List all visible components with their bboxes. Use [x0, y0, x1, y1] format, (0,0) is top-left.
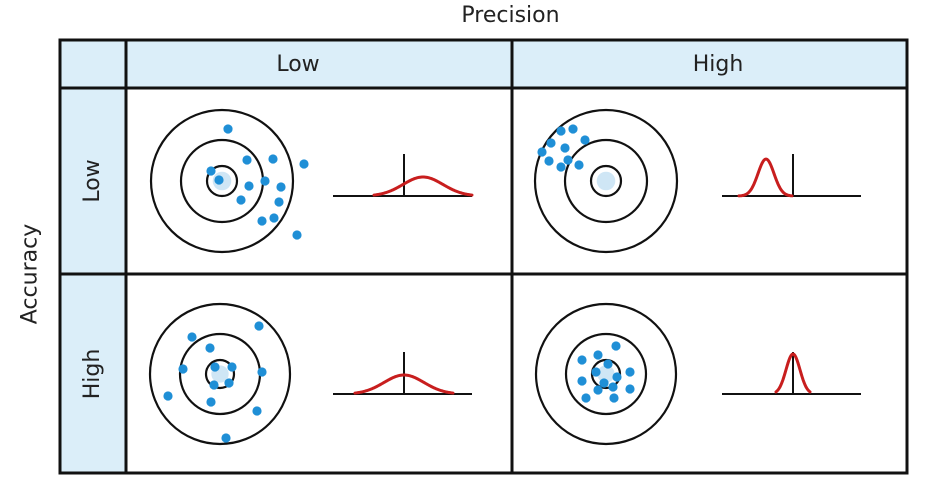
shot-dot — [580, 135, 590, 145]
shot-dot — [608, 382, 618, 392]
shot-dot — [260, 176, 270, 186]
target-inner-ring — [589, 164, 623, 198]
shot-dot — [242, 155, 252, 165]
shot-dot — [556, 126, 566, 136]
row-label-low: Low — [80, 159, 105, 202]
shot-dot — [577, 376, 587, 386]
target-outer-ring — [534, 302, 678, 446]
shot-dot — [187, 332, 197, 342]
shot-dot — [276, 182, 286, 192]
shot-dot — [257, 216, 267, 226]
shot-dot — [254, 321, 264, 331]
shot-dot — [563, 155, 573, 165]
shot-dot — [568, 124, 578, 134]
shot-dot — [206, 166, 216, 176]
shot-dot — [252, 406, 262, 416]
grid-lines — [58, 38, 909, 475]
shot-dot — [274, 197, 284, 207]
shot-dot — [611, 341, 621, 351]
cell-high-accuracy-high-precision — [534, 302, 861, 446]
shot-dot — [544, 156, 554, 166]
column-label-high: High — [693, 52, 744, 77]
row-header-high — [60, 274, 126, 473]
shot-dot — [223, 124, 233, 134]
target-inner-ring — [204, 358, 236, 390]
shot-dot — [537, 147, 547, 157]
column-header-low — [126, 40, 512, 88]
target-outer-ring — [149, 108, 295, 254]
distribution-curve — [737, 157, 794, 198]
target-inner-ring — [205, 164, 239, 198]
shot-dot — [609, 393, 619, 403]
shot-dot — [591, 367, 601, 377]
shot-dot — [257, 367, 267, 377]
shot-dot — [625, 384, 635, 394]
column-header-high — [512, 40, 907, 88]
shot-dot — [221, 433, 231, 443]
distribution-curve — [774, 352, 812, 394]
shot-dot — [224, 378, 234, 388]
shot-dot — [299, 159, 309, 169]
target-outer-ring — [148, 302, 292, 446]
cell-low-accuracy-high-precision — [533, 108, 861, 254]
shot-dot — [163, 391, 173, 401]
shot-dot — [205, 343, 215, 353]
target-bullseye — [596, 171, 616, 191]
distribution-curve — [372, 175, 474, 197]
shot-dot — [268, 154, 278, 164]
shot-dot — [574, 160, 584, 170]
shot-dot — [178, 364, 188, 374]
cell-high-accuracy-low-precision — [148, 302, 472, 446]
target-outer-ring — [533, 108, 679, 254]
shot-dot — [560, 143, 570, 153]
shot-dot — [269, 213, 279, 223]
shot-dot — [556, 162, 566, 172]
shot-dot — [612, 372, 622, 382]
target-middle-ring — [563, 138, 649, 224]
distribution-curve — [353, 373, 455, 395]
target-middle-ring — [564, 332, 648, 416]
shot-dot — [581, 393, 591, 403]
shot-dot — [577, 355, 587, 365]
shot-dot — [227, 362, 237, 372]
shot-dot — [546, 138, 556, 148]
column-label-low: Low — [276, 52, 319, 77]
shot-dot — [599, 378, 609, 388]
corner-cell — [60, 40, 126, 88]
row-header-low — [60, 88, 126, 274]
shot-dot — [206, 397, 216, 407]
shot-dot — [292, 230, 302, 240]
shot-dot — [236, 195, 246, 205]
shot-dot — [593, 350, 603, 360]
shot-dot — [625, 367, 635, 377]
shot-dot — [214, 175, 224, 185]
shot-dot — [593, 385, 603, 395]
target-bullseye — [597, 365, 615, 383]
row-label-high: High — [80, 349, 105, 400]
cell-low-accuracy-low-precision — [149, 108, 474, 254]
precision-axis-title: Precision — [461, 3, 560, 28]
shot-dot — [244, 181, 254, 191]
shot-dot — [603, 359, 613, 369]
shot-dot — [209, 380, 219, 390]
shot-dot — [210, 362, 220, 372]
